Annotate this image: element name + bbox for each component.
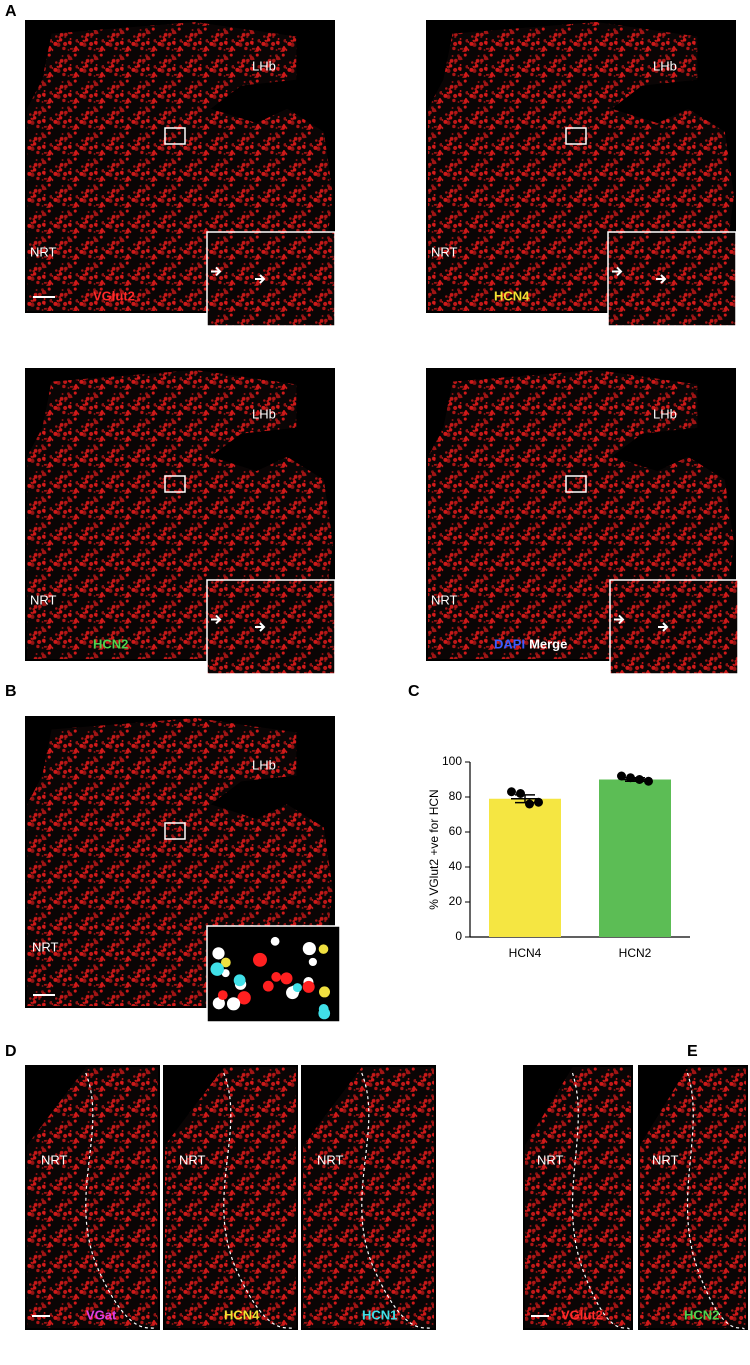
region-label: NRT: [179, 1152, 206, 1167]
boundary: [686, 1072, 746, 1331]
boundary: [85, 1072, 157, 1331]
y-tick-label: 20: [449, 894, 463, 908]
boundary: [223, 1072, 295, 1331]
cell: [302, 980, 315, 993]
panel-label: C: [408, 683, 420, 700]
arrow: [656, 274, 667, 284]
cell: [292, 983, 302, 993]
x-tick-label: HCN2: [619, 946, 652, 960]
region-label: NRT: [317, 1152, 344, 1167]
stain-label: HCN2: [684, 1307, 719, 1322]
bar: [489, 798, 561, 937]
region-label: NRT: [652, 1152, 679, 1167]
bar: [599, 779, 671, 937]
region-label: LHb: [252, 757, 276, 772]
region-label: LHb: [252, 406, 276, 421]
data-point: [534, 797, 543, 807]
arrow: [658, 622, 669, 632]
arrow: [211, 614, 222, 625]
cell: [318, 1004, 329, 1014]
region-label: NRT: [41, 1152, 68, 1167]
region-label: NRT: [431, 592, 458, 607]
stain-label: DAPI: [494, 636, 525, 651]
panel-label: A: [5, 3, 17, 20]
error-bar: [511, 794, 539, 804]
stain-label: HCN4: [494, 288, 530, 303]
region-label: NRT: [431, 244, 458, 259]
panel-label: B: [5, 683, 17, 700]
inset: [609, 579, 739, 675]
arrow: [211, 266, 222, 277]
stain-label: VGlut2: [561, 1307, 603, 1322]
stain-label: Merge: [529, 636, 567, 651]
stain-label: HCN2: [93, 636, 128, 651]
cell: [237, 991, 251, 1005]
y-tick-label: 0: [455, 929, 462, 943]
cell: [233, 974, 246, 987]
stain-label: VGlut2: [93, 288, 135, 303]
data-point: [507, 787, 516, 797]
data-point: [644, 776, 653, 786]
data-point: [617, 771, 626, 781]
tissue: [640, 1067, 746, 1328]
inset: [607, 231, 737, 327]
roi-box: [164, 822, 186, 840]
arrow: [255, 622, 266, 632]
tissue: [27, 1067, 158, 1328]
cell: [271, 972, 282, 982]
region-label: NRT: [30, 592, 57, 607]
cell: [318, 944, 329, 954]
inset: [206, 579, 336, 675]
cell: [212, 947, 225, 960]
y-tick-label: 40: [449, 859, 463, 873]
region-label: NRT: [537, 1152, 564, 1167]
cell: [220, 957, 231, 968]
region-label: NRT: [32, 939, 59, 954]
region-label: LHb: [653, 58, 677, 73]
region-label: LHb: [252, 58, 276, 73]
boundary: [361, 1072, 433, 1331]
y-tick-label: 80: [449, 789, 463, 803]
arrow: [612, 266, 623, 277]
cell: [210, 962, 224, 976]
cell: [262, 980, 274, 992]
data-point: [635, 775, 644, 784]
stain-label: VGat: [86, 1307, 117, 1322]
cell: [212, 997, 225, 1010]
cell: [280, 972, 293, 985]
roi-box: [565, 127, 587, 145]
stain-label: HCN1: [362, 1307, 397, 1322]
panel-label: D: [5, 1043, 17, 1060]
roi-box: [565, 475, 587, 493]
arrow: [614, 614, 625, 625]
x-tick-label: HCN4: [509, 946, 542, 960]
data-point: [516, 789, 525, 798]
region-label: LHb: [653, 406, 677, 421]
data-point: [626, 773, 635, 783]
roi-box: [164, 475, 186, 493]
tissue: [303, 1067, 434, 1328]
inset: [206, 231, 336, 327]
cell: [270, 936, 280, 946]
cell: [308, 957, 317, 967]
y-tick-label: 60: [449, 824, 463, 838]
roi-box: [164, 127, 186, 145]
cell: [217, 990, 228, 1001]
cell: [253, 952, 267, 967]
cell: [302, 941, 316, 956]
boundary: [571, 1072, 631, 1331]
cell: [319, 986, 331, 998]
cell: [226, 997, 241, 1011]
y-axis-label: % VGlut2 +ve for HCN: [427, 789, 441, 909]
data-point: [525, 799, 534, 809]
tissue: [525, 1067, 631, 1328]
y-tick-label: 100: [442, 754, 462, 768]
panel-label: E: [687, 1043, 698, 1060]
region-label: NRT: [30, 244, 57, 259]
tissue: [165, 1067, 296, 1328]
arrow: [255, 274, 266, 284]
stain-label: HCN4: [224, 1307, 260, 1322]
